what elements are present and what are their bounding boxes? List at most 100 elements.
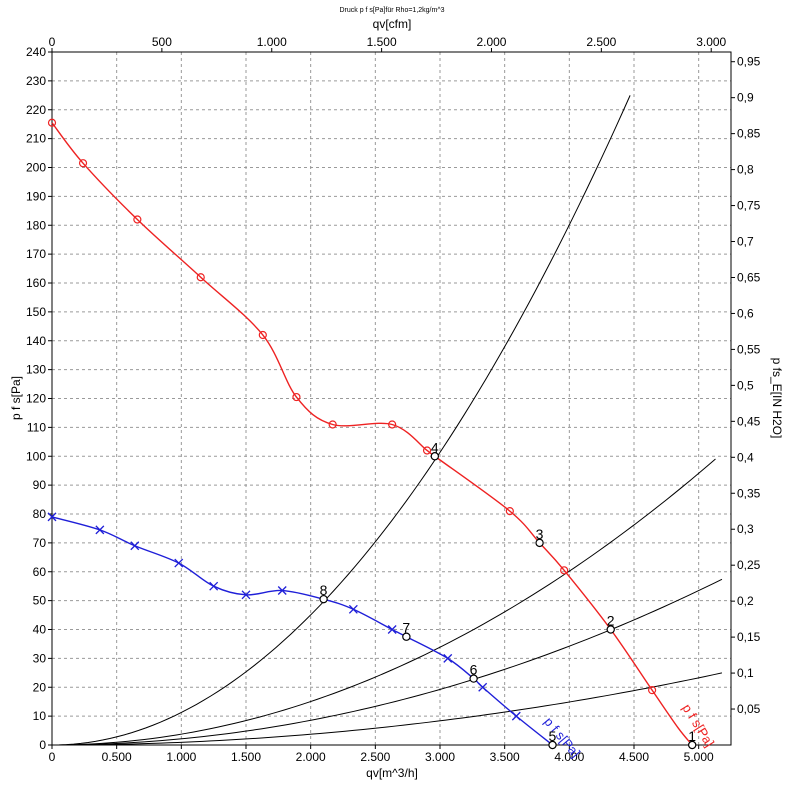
data-point xyxy=(47,118,57,127)
operating-point-label: 5 xyxy=(549,728,557,744)
x-tick-label: 3.500 xyxy=(490,750,520,764)
y-tick-label: 150 xyxy=(26,305,46,319)
y2-tick-label: 0,1 xyxy=(737,666,754,680)
x-tick-label: 2.000 xyxy=(296,750,326,764)
data-point xyxy=(47,512,57,522)
x-tick-label: 1.500 xyxy=(231,750,261,764)
operating-point xyxy=(548,740,557,750)
data-point xyxy=(443,653,453,663)
y2-tick-label: 0,5 xyxy=(737,378,754,392)
y-tick-label: 80 xyxy=(33,507,47,521)
system-curve xyxy=(51,95,631,746)
y2-tick-label: 0,55 xyxy=(737,342,761,356)
operating-point-label: 8 xyxy=(320,582,328,598)
y-tick-label: 70 xyxy=(33,536,47,550)
y2-tick-label: 0,25 xyxy=(737,558,761,572)
data-point xyxy=(174,558,184,568)
operating-point-label: 3 xyxy=(536,526,544,542)
data-point-stroke xyxy=(174,558,184,568)
y2-tick-label: 0,85 xyxy=(737,127,761,141)
data-point-stroke xyxy=(95,525,105,535)
y-tick-label: 30 xyxy=(33,651,47,665)
data-point xyxy=(348,604,358,614)
data-point xyxy=(209,581,219,591)
grid-lines xyxy=(52,52,731,745)
data-point-stroke xyxy=(241,590,251,600)
y-tick-label: 110 xyxy=(27,420,46,434)
y-tick-label: 20 xyxy=(33,680,47,694)
y2-tick-label: 0,65 xyxy=(737,270,761,284)
y2-tick-label: 0,95 xyxy=(737,55,761,69)
system-curves xyxy=(51,95,723,746)
chart-title: Druck p f s[Pa]für Rho=1,2kg/m^3 xyxy=(339,7,444,14)
x-tick-label: 0.500 xyxy=(102,750,132,764)
x2-tick-label: 0 xyxy=(49,35,56,49)
data-point-stroke xyxy=(209,581,219,591)
data-point-stroke xyxy=(443,653,453,663)
x2-tick-label: 2.500 xyxy=(586,35,616,49)
data-point-stroke xyxy=(130,541,140,551)
y-tick-label: 220 xyxy=(26,103,46,117)
data-point xyxy=(560,566,569,575)
right-axis-title: p fs_E[IN H2O] xyxy=(770,358,784,439)
data-point xyxy=(505,507,514,516)
operating-point xyxy=(535,538,544,548)
y2-tick-label: 0,4 xyxy=(737,450,754,464)
data-series: p f s[Pa]p f s[Pa] xyxy=(47,118,717,760)
y2-tick-label: 0,6 xyxy=(737,306,754,320)
top-axis-title: qv[cfm] xyxy=(373,17,412,31)
data-point xyxy=(648,686,657,695)
operating-point xyxy=(319,594,328,604)
y2-tick-label: 0,75 xyxy=(737,199,761,213)
y-tick-label: 230 xyxy=(26,74,46,88)
x-tick-label: 4.500 xyxy=(619,750,649,764)
operating-point-label: 6 xyxy=(470,662,478,678)
y-tick-label: 170 xyxy=(26,247,46,261)
data-point xyxy=(511,711,521,721)
data-point xyxy=(241,590,251,600)
data-point xyxy=(422,446,432,455)
y2-tick-label: 0,45 xyxy=(737,414,761,428)
y-tick-label: 100 xyxy=(26,449,46,463)
x-tick-label: 4.000 xyxy=(554,750,584,764)
y2-tick-label: 0,3 xyxy=(737,522,754,536)
data-point-stroke xyxy=(348,604,358,614)
data-point xyxy=(133,215,142,224)
operating-point xyxy=(430,452,440,461)
y-tick-label: 240 xyxy=(26,45,46,59)
y2-tick-label: 0,9 xyxy=(737,91,754,105)
data-point xyxy=(78,159,88,168)
operating-point-label: 4 xyxy=(431,439,439,455)
series-line xyxy=(51,516,553,746)
plot-frame xyxy=(51,51,732,746)
x-tick-label: 1.000 xyxy=(166,750,196,764)
y-tick-label: 40 xyxy=(33,623,47,637)
operating-point-label: 7 xyxy=(402,620,410,636)
x2-tick-label: 500 xyxy=(152,35,172,49)
y-tick-label: 10 xyxy=(33,709,47,723)
y-tick-label: 90 xyxy=(33,478,47,492)
y2-tick-label: 0,35 xyxy=(737,486,761,500)
operating-point xyxy=(402,632,411,641)
y-tick-label: 60 xyxy=(33,565,47,579)
y2-tick-label: 0,2 xyxy=(737,594,754,608)
y-tick-label: 210 xyxy=(26,132,46,146)
data-point xyxy=(258,330,267,340)
data-point xyxy=(277,586,287,595)
system-curve xyxy=(51,458,716,746)
system-curve xyxy=(51,672,723,746)
data-point-stroke xyxy=(387,625,397,634)
y-tick-label: 120 xyxy=(26,392,46,406)
data-point-stroke xyxy=(478,682,488,692)
y-tick-label: 130 xyxy=(26,363,46,377)
axes: 0 0.500 1.000 1.500 2.000 2.500 3.000 3.500 4.00… xyxy=(26,35,761,764)
data-point xyxy=(95,525,105,535)
y-tick-label: 140 xyxy=(26,334,46,348)
y-tick-label: 160 xyxy=(26,276,46,290)
x2-tick-label: 1.000 xyxy=(257,35,287,49)
operating-point-label: 1 xyxy=(688,728,696,744)
x-tick-label: 0 xyxy=(49,750,56,764)
bottom-axis-title: qv[m^3/h] xyxy=(366,766,418,780)
data-point xyxy=(478,682,488,692)
x2-tick-label: 1.500 xyxy=(367,35,397,49)
